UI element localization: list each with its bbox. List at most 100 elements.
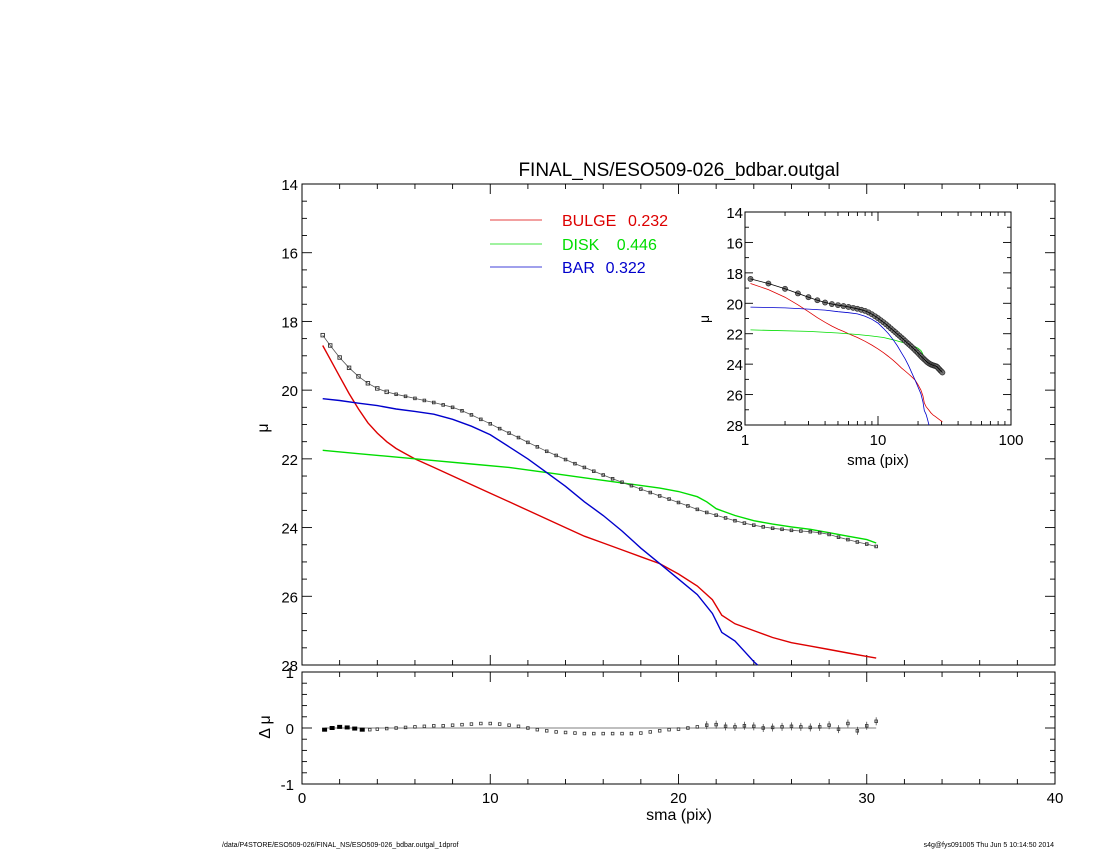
residual-point (375, 727, 379, 731)
model-total-line (322, 334, 877, 547)
data-point (460, 409, 464, 413)
data-point (704, 510, 709, 515)
inset-x-tick-label: 100 (998, 432, 1023, 449)
footer-file-path: /data/P4STORE/ESO509-026/FINAL_NS/ESO509… (222, 842, 459, 849)
main-y-tick-label: 14 (281, 177, 298, 194)
data-point (808, 529, 813, 534)
inset-data-points (747, 276, 946, 376)
data-point (723, 516, 728, 520)
legend: BULGE 0.232 DISK 0.446 BAR 0.322 (490, 213, 668, 277)
data-point (676, 500, 681, 505)
residual-point (573, 731, 577, 735)
data-point (535, 445, 540, 449)
residual-point (432, 724, 436, 728)
data-point (394, 392, 398, 397)
data-point (422, 398, 427, 403)
residual-point (450, 723, 455, 727)
chart-title: FINAL_NS/ESO509-026_bdbar.outgal (518, 160, 839, 181)
data-point (479, 417, 483, 422)
residual-point (322, 727, 328, 732)
data-point (780, 527, 784, 532)
residual-point (359, 727, 365, 732)
residual-y-axis: -1 0 1 (281, 665, 1055, 794)
residual-x-tick-label: 40 (1047, 790, 1064, 807)
footer-timestamp: s4g@fys091005 Thu Jun 5 10:14:50 2014 (923, 842, 1054, 849)
residual-x-axis-label: sma (pix) (646, 807, 712, 824)
data-point (865, 542, 869, 546)
residual-data-points (322, 717, 878, 736)
residual-point (545, 729, 549, 733)
data-point (846, 537, 850, 542)
data-point (328, 343, 333, 348)
residual-point (352, 726, 358, 731)
data-point (836, 535, 841, 539)
data-point (497, 426, 502, 431)
residual-point (667, 727, 671, 732)
residual-plot-panel: -101 0 10 20 30 40 Δ μ sma (pix) (257, 665, 1063, 824)
series-line-bar (322, 398, 759, 666)
main-y-tick-label: 26 (281, 589, 298, 606)
inset-series-lines (750, 283, 943, 426)
residual-point (413, 725, 417, 729)
main-y-tick-label: 28 (281, 658, 298, 675)
residual-point (676, 727, 681, 731)
main-y-axis-label: μ (255, 423, 272, 432)
residual-point (639, 731, 643, 735)
residual-point (460, 722, 464, 727)
inset-y-axis: 14 16 18 20 22 24 26 28 (726, 205, 1011, 435)
data-point (573, 461, 577, 466)
residual-y-axis-label: Δ μ (257, 715, 274, 738)
residual-point (344, 725, 350, 730)
inset-series-line-bulge (750, 283, 943, 423)
main-series-lines (322, 334, 877, 666)
data-point (375, 386, 380, 391)
data-point (601, 473, 605, 477)
data-point (469, 413, 474, 417)
legend-label-bulge: BULGE (562, 213, 616, 230)
inset-y-tick-label: 14 (726, 205, 743, 222)
residual-point (526, 726, 530, 730)
series-line-disk (322, 449, 877, 544)
data-point (592, 469, 596, 473)
residual-point (535, 727, 540, 732)
data-point (799, 529, 803, 533)
inset-y-tick-label: 28 (726, 418, 743, 435)
data-point (620, 480, 624, 484)
inset-model-total-line (750, 278, 943, 373)
data-point (686, 504, 690, 508)
residual-point (657, 729, 662, 733)
residual-point (469, 722, 474, 726)
residual-x-tick-label: 10 (482, 790, 499, 807)
residual-y-tick-label: 0 (286, 721, 294, 738)
residual-point (620, 731, 624, 736)
data-point (752, 523, 756, 527)
inset-y-tick-label: 16 (726, 235, 743, 252)
residual-point (368, 727, 372, 732)
data-point (488, 422, 493, 426)
residual-x-tick-label: 20 (670, 790, 687, 807)
residual-point (582, 731, 587, 736)
residual-point (403, 725, 408, 730)
residual-point (648, 730, 652, 734)
data-point (657, 494, 662, 498)
data-point (770, 526, 775, 531)
residual-x-tick-label: 30 (858, 790, 875, 807)
data-point (667, 497, 671, 501)
data-point (789, 528, 794, 533)
residual-point (554, 730, 558, 734)
residual-point (507, 723, 511, 727)
main-y-tick-label: 20 (281, 383, 298, 400)
data-point (346, 365, 352, 371)
data-point (384, 389, 389, 395)
residual-y-tick-label: -1 (281, 777, 294, 794)
inset-y-tick-label: 20 (726, 296, 743, 313)
data-point (874, 544, 878, 549)
data-point (733, 518, 737, 523)
legend-value-bar: 0.322 (606, 260, 646, 277)
residual-point (516, 724, 521, 729)
data-point (441, 403, 445, 407)
inset-y-tick-label: 18 (726, 266, 743, 283)
data-point (554, 453, 558, 458)
main-plot-panel: 14 16 18 20 22 24 26 28 μ BULGE 0.232 DISK 0.446 BA… (255, 177, 1056, 675)
